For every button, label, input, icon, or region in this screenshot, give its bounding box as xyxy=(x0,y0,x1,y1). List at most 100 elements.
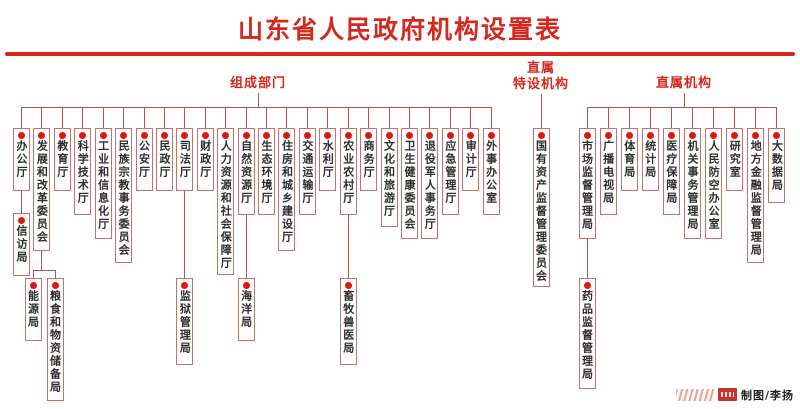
child-link-line xyxy=(184,191,186,278)
dept-box: 工业和信息化厅 xyxy=(94,128,112,239)
dept-box: 国有资产监督管理委员会 xyxy=(532,128,550,287)
dept-box: 教育厅 xyxy=(53,128,71,191)
child-link-line xyxy=(586,239,588,278)
dept-box: 粮食和物资储备局 xyxy=(46,278,64,401)
dept-name: 教育厅 xyxy=(55,140,69,179)
bullet-icon xyxy=(625,132,633,139)
drop-line xyxy=(82,107,84,128)
credit: 制图/李扬 xyxy=(675,387,794,402)
title-divider xyxy=(5,52,795,56)
label-stub-line xyxy=(257,93,259,107)
dept-box: 财政厅 xyxy=(196,128,214,191)
section-label: 组成部门 xyxy=(230,76,286,92)
dept-box: 生态环境厅 xyxy=(258,128,276,215)
dept-box: 大数据局 xyxy=(768,128,786,203)
bullet-icon xyxy=(583,282,591,289)
drop-line xyxy=(713,107,715,128)
drop-line xyxy=(61,107,63,128)
drop-line xyxy=(184,107,186,128)
dept-name: 体育局 xyxy=(622,140,636,179)
dept-name: 商务厅 xyxy=(362,140,376,179)
bullet-icon xyxy=(18,132,25,139)
bullet-icon xyxy=(731,132,739,139)
dept-box: 信访局 xyxy=(13,213,30,276)
bullet-icon xyxy=(201,132,209,139)
dept-name: 外事办公室 xyxy=(484,140,498,205)
bullet-icon xyxy=(344,282,352,289)
dept-name: 科学技术厅 xyxy=(76,140,90,205)
child-link-line xyxy=(347,215,349,278)
drop-line xyxy=(776,107,778,128)
dept-box: 市场监督管理局 xyxy=(578,128,596,239)
dept-name: 司法厅 xyxy=(178,140,192,179)
drop-line xyxy=(266,107,268,128)
dept-name: 畜牧兽医局 xyxy=(341,290,355,355)
dept-name: 卫生健康委员会 xyxy=(402,140,416,231)
section-label: 直属机构 xyxy=(656,76,712,92)
dept-box: 审计厅 xyxy=(462,128,480,191)
section-label-line: 直属 xyxy=(526,61,556,76)
drop-line xyxy=(143,107,145,128)
dept-name: 广播电视局 xyxy=(601,140,615,205)
dept-box: 地方金融监督管理局 xyxy=(747,128,765,263)
dept-box: 农业农村厅 xyxy=(339,128,357,215)
bullet-icon xyxy=(667,132,675,139)
dept-name: 文化和旅游厅 xyxy=(382,140,396,218)
bullet-icon xyxy=(283,132,291,139)
dept-name: 粮食和物资储备局 xyxy=(48,290,62,394)
dept-name: 交通运输厅 xyxy=(300,140,314,205)
dept-name: 办公厅 xyxy=(15,140,28,179)
bullet-icon xyxy=(303,132,311,139)
label-stub-line xyxy=(540,94,542,128)
drop-line xyxy=(347,107,349,128)
bullet-icon xyxy=(242,132,250,139)
newspaper-badge-icon xyxy=(717,388,737,401)
drop-line xyxy=(245,107,247,128)
bullet-icon xyxy=(160,132,168,139)
child-link-line xyxy=(32,270,34,278)
dept-box: 民政厅 xyxy=(155,128,173,191)
bullet-icon xyxy=(646,132,654,139)
bullet-icon xyxy=(487,132,495,139)
bullet-icon xyxy=(181,132,189,139)
drop-line xyxy=(649,107,651,128)
bus-line xyxy=(21,107,492,108)
bullet-icon xyxy=(773,132,781,139)
dept-box: 退役军人事务厅 xyxy=(421,128,439,239)
dept-name: 生态环境厅 xyxy=(260,140,274,205)
dept-name: 民族宗教事务委员会 xyxy=(117,140,131,257)
child-link-line xyxy=(245,215,247,278)
drop-line xyxy=(607,107,609,128)
credit-text: 制图/李扬 xyxy=(740,388,794,402)
child-link-line xyxy=(41,251,43,270)
bullet-icon xyxy=(99,132,107,139)
drop-line xyxy=(470,107,472,128)
drop-line xyxy=(755,107,757,128)
bullet-icon xyxy=(29,282,37,289)
dept-box: 民族宗教事务委员会 xyxy=(115,128,133,263)
drop-line xyxy=(670,107,672,128)
dept-name: 人力资源和社会保障厅 xyxy=(219,140,233,270)
bullet-icon xyxy=(344,132,352,139)
dept-box: 水利厅 xyxy=(319,128,337,191)
drop-line xyxy=(21,107,22,128)
child-split-line xyxy=(33,270,55,271)
dept-box: 统计局 xyxy=(641,128,659,191)
dept-box: 人力资源和社会保障厅 xyxy=(217,128,235,275)
drop-line xyxy=(449,107,451,128)
bullet-icon xyxy=(604,132,612,139)
bus-line xyxy=(587,107,777,108)
dept-name: 水利厅 xyxy=(321,140,335,179)
dept-name: 研究室 xyxy=(728,140,742,179)
bullet-icon xyxy=(710,132,718,139)
dept-box: 外事办公室 xyxy=(482,128,500,215)
dept-box: 自然资源厅 xyxy=(237,128,255,215)
bullet-icon xyxy=(467,132,475,139)
section-label-line: 直属机构 xyxy=(655,76,713,91)
dept-box: 商务厅 xyxy=(360,128,378,191)
dept-box: 交通运输厅 xyxy=(298,128,316,215)
bullet-icon xyxy=(263,132,271,139)
dept-box: 监狱管理局 xyxy=(176,278,194,365)
dept-name: 监狱管理局 xyxy=(178,290,192,355)
dept-name: 市场监督管理局 xyxy=(580,140,594,231)
